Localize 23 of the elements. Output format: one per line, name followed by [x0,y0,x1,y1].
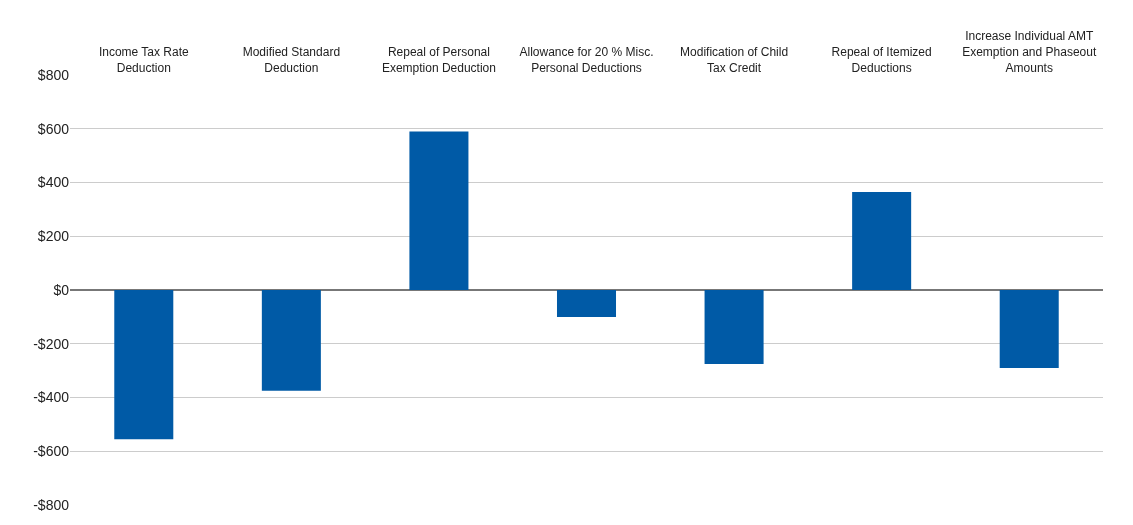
y-tick-label: $200 [37,228,70,245]
bar [704,290,764,364]
bar [852,191,912,290]
y-tick-label: $600 [37,120,70,137]
bar [999,290,1059,368]
x-tick-label: Allowance for 20 % Misc. Personal Deductions [519,45,654,75]
y-tick-label: -$200 [33,335,70,352]
bar [114,290,174,440]
x-tick-label: Increase Individual AMT Exemption and Phaseout Amounts [962,29,1097,75]
bar [409,131,469,290]
y-tick-label: $800 [37,66,70,83]
y-tick-label: -$600 [33,443,70,460]
bar [556,290,617,317]
x-tick-label: Modification of Child Tax Credit [680,45,789,75]
y-tick-label: -$800 [33,496,70,513]
y-tick-label: -$400 [33,389,70,406]
x-tick-label: Repeal of Personal Exemption Deduction [381,45,496,75]
x-tick-label: Modified Standard Deduction [242,45,341,75]
bar [261,290,321,391]
x-tick-label: Repeal of Itemized Deductions [831,45,932,75]
y-tick-label: $400 [37,174,70,191]
y-tick-label: $0 [53,281,70,298]
x-tick-label: Income Tax Rate Deduction [98,45,190,75]
